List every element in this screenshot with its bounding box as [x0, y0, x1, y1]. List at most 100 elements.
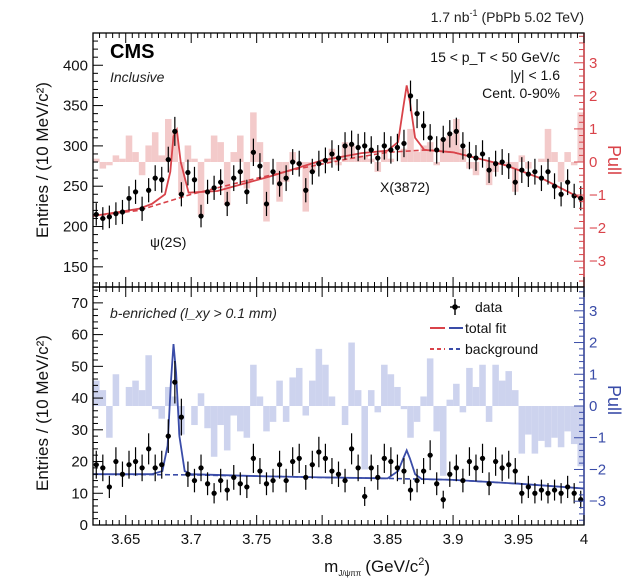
bottom-data-point — [119, 471, 126, 477]
bottom-pull-bar — [106, 406, 113, 438]
top-data-points — [93, 80, 584, 230]
cms-label: CMS — [110, 41, 154, 63]
bottom-pull-bar — [158, 406, 166, 419]
top-pull-bar — [93, 158, 100, 162]
bottom-data-point — [532, 490, 538, 496]
top-pull-tick-label: −1 — [589, 187, 606, 204]
bottom-data-point — [329, 468, 335, 474]
top-data-point — [165, 156, 171, 163]
bottom-pull-bar — [295, 367, 303, 406]
bottom-data-point — [414, 477, 420, 484]
top-data-point — [290, 159, 296, 165]
top-data-point — [198, 213, 204, 219]
top-pull-bar — [413, 152, 421, 162]
top-data-point — [460, 143, 466, 149]
top-pull-bar — [557, 161, 565, 182]
top-data-point — [479, 151, 486, 157]
top-pull-bar — [99, 161, 107, 169]
bottom-data-point — [191, 477, 198, 484]
legend-bkg-label: background — [465, 341, 538, 357]
top-pull-bar — [217, 142, 224, 162]
top-data-point — [493, 161, 499, 167]
top-data-point — [578, 195, 584, 201]
bottom-data-point — [244, 484, 250, 490]
bottom-data-point — [113, 458, 119, 465]
bottom-pull-bar — [453, 383, 460, 406]
bottom-pull-bar — [466, 367, 473, 406]
bottom-data-point — [335, 471, 342, 477]
bottom-pull-histogram — [93, 342, 584, 476]
bottom-data-point — [565, 484, 571, 490]
bottom-pull-bar — [204, 406, 211, 429]
bottom-data-point — [204, 481, 211, 487]
bottom-ytick-label: 40 — [71, 390, 88, 407]
bottom-data-point — [493, 458, 499, 465]
bottom-pull-bar — [407, 406, 414, 438]
top-pull-bar — [426, 142, 434, 162]
top-pull-bar — [204, 158, 211, 162]
bottom-ytick-label: 10 — [71, 485, 88, 502]
bottom-pull-bar — [479, 364, 486, 406]
bottom-pull-bar — [564, 406, 571, 432]
bottom-data-point — [303, 474, 309, 480]
top-pull-bar — [191, 158, 198, 162]
legend-totalfit-label: total fit — [465, 320, 506, 336]
top-pull-bar — [407, 128, 414, 162]
psi2s-label: ψ(2S) — [150, 234, 186, 250]
top-pull-bar — [420, 145, 427, 162]
top-data-point — [244, 189, 250, 195]
bottom-pull-bar — [276, 380, 283, 406]
bottom-data-point — [486, 481, 492, 487]
bottom-pull-bar — [381, 364, 388, 406]
bottom-data-point — [263, 481, 270, 487]
top-data-point — [296, 161, 302, 167]
top-pull-tick-label: 1 — [589, 121, 597, 138]
bottom-data-point — [185, 471, 191, 477]
top-pull-bar — [256, 142, 264, 162]
bottom-fit-curves — [92, 344, 585, 490]
top-pull-bar — [544, 128, 552, 162]
top-pull-bar — [151, 132, 159, 162]
top-pull-bar — [237, 135, 244, 162]
top-data-point — [355, 144, 361, 151]
top-data-point — [231, 175, 237, 181]
top-fit-curves — [92, 85, 585, 217]
top-pull-bar — [433, 161, 440, 166]
lumi-label: 1.7 nb-1 (PbPb 5.02 TeV) — [431, 8, 584, 25]
top-ylabel: Entries / (10 MeV/c²) — [33, 82, 52, 238]
bottom-ytick-label: 30 — [71, 422, 88, 439]
top-pull-bar — [184, 145, 192, 162]
bottom-data-point — [178, 414, 184, 420]
bottom-data-point — [368, 465, 374, 471]
bottom-pull-bar — [132, 380, 139, 406]
top-data-point — [139, 206, 145, 212]
top-data-point — [146, 187, 152, 193]
top-pull-bar — [138, 161, 146, 176]
top-pull-bar — [577, 112, 584, 162]
bottom-data-point — [290, 458, 296, 465]
bottom-pull-bar — [525, 406, 532, 435]
bottom-pull-bar — [230, 406, 238, 416]
bottom-data-point — [427, 452, 433, 458]
bottom-data-point — [479, 455, 486, 461]
top-data-point — [473, 155, 479, 161]
bottom-data-point — [283, 477, 289, 484]
top-data-point — [538, 175, 545, 181]
xtick-label: 3.95 — [504, 531, 533, 548]
bottom-pull-bar — [505, 371, 512, 406]
top-data-point — [250, 149, 256, 155]
bottom-pull-bar — [93, 380, 100, 406]
bottom-data-point — [93, 462, 99, 468]
bottom-pull-tick-label: 3 — [589, 303, 597, 320]
top-data-point — [440, 136, 446, 143]
bottom-data-point — [551, 487, 558, 493]
bottom-data-point — [231, 474, 237, 480]
top-data-point — [159, 177, 165, 183]
bottom-data-point — [362, 493, 368, 500]
top-pull-bar — [446, 135, 454, 162]
top-data-point — [316, 161, 322, 167]
bottom-total-fit-curve — [93, 344, 585, 490]
top-data-point — [218, 179, 224, 185]
bottom-pull-bar — [538, 406, 545, 441]
bottom-data-point — [460, 477, 466, 484]
